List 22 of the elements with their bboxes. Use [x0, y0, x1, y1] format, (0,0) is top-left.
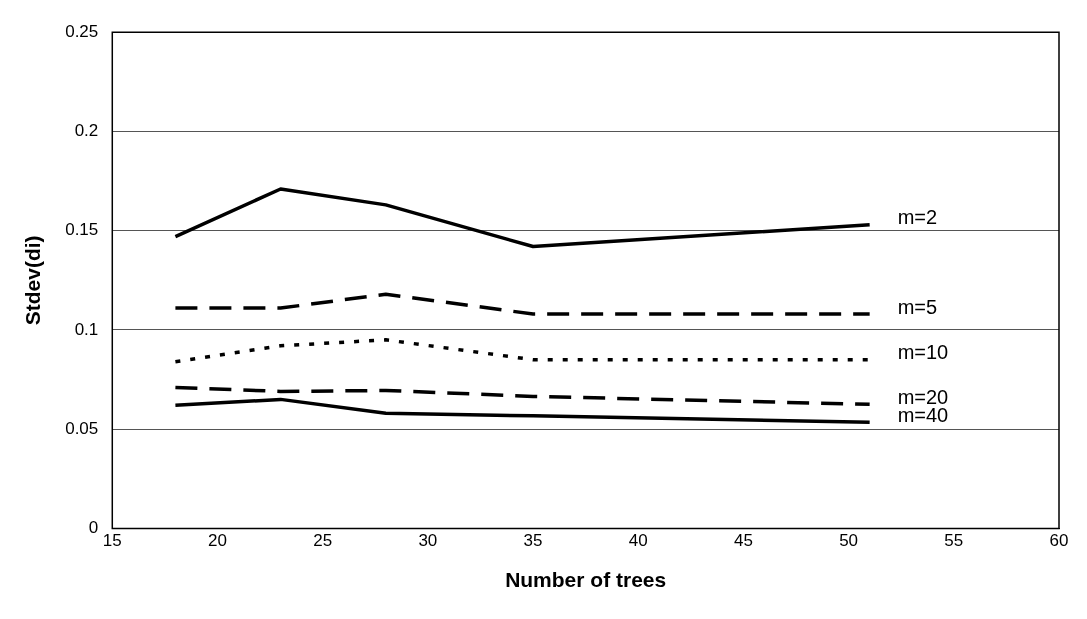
x-tick-label: 60	[1049, 531, 1069, 551]
x-tick-label: 35	[523, 531, 543, 551]
y-tick-label: 0.25	[65, 21, 99, 41]
y-axis-title: Stdev(di)	[21, 235, 45, 326]
y-tick-label: 0.2	[74, 121, 99, 141]
x-tick-label: 20	[208, 531, 227, 551]
y-tick-label: 0.05	[65, 418, 99, 438]
series-label: m=5	[897, 295, 938, 318]
x-tick-label: 40	[628, 531, 648, 551]
x-tick-label: 55	[944, 531, 964, 551]
x-tick-label: 30	[418, 531, 438, 551]
series-label: m=2	[897, 206, 938, 229]
line-series	[173, 385, 872, 407]
series-label: m=10	[897, 341, 949, 364]
y-tick-label: 0.15	[65, 220, 99, 240]
y-tick-label: 0.1	[74, 319, 99, 339]
x-tick-label: 50	[839, 531, 859, 551]
x-tick-label: 25	[313, 531, 333, 551]
x-axis-title: Number of trees	[505, 568, 667, 592]
y-tick-label: 0	[88, 518, 99, 538]
x-tick-label: 45	[733, 531, 753, 551]
x-tick-label: 15	[102, 531, 122, 551]
